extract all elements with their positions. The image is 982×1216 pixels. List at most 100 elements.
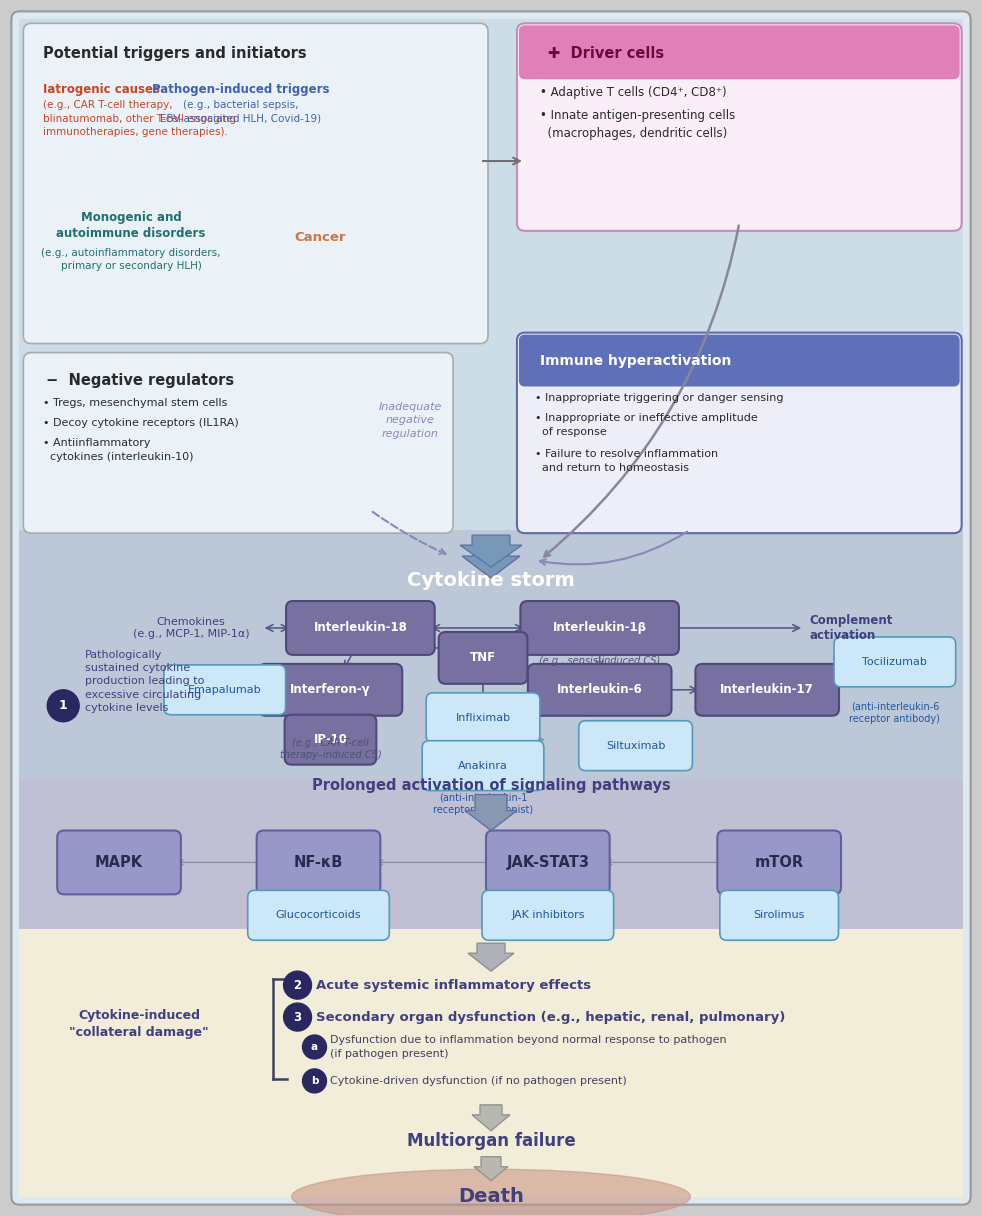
FancyBboxPatch shape xyxy=(718,831,841,894)
Text: Tocilizumab: Tocilizumab xyxy=(862,657,927,666)
Text: TNF: TNF xyxy=(470,652,496,664)
FancyArrow shape xyxy=(468,944,514,972)
Text: −  Negative regulators: − Negative regulators xyxy=(46,372,235,388)
FancyArrow shape xyxy=(461,535,521,567)
Text: • Failure to resolve inflammation
  and return to homeostasis: • Failure to resolve inflammation and re… xyxy=(535,450,718,473)
FancyBboxPatch shape xyxy=(517,23,961,231)
Circle shape xyxy=(284,1003,311,1031)
FancyBboxPatch shape xyxy=(57,831,181,894)
Text: • Tregs, mesenchymal stem cells: • Tregs, mesenchymal stem cells xyxy=(43,399,228,409)
FancyArrow shape xyxy=(465,794,517,831)
FancyBboxPatch shape xyxy=(482,890,614,940)
Text: JAK-STAT3: JAK-STAT3 xyxy=(507,855,589,869)
Text: Cancer: Cancer xyxy=(295,231,347,244)
Text: Interleukin-17: Interleukin-17 xyxy=(721,683,814,697)
Text: (e.g., bacterial sepsis,
EBV-associated HLH, Covid-19): (e.g., bacterial sepsis, EBV-associated … xyxy=(160,100,321,124)
Text: NF-κB: NF-κB xyxy=(294,855,343,869)
Text: Glucocorticoids: Glucocorticoids xyxy=(276,911,361,921)
FancyBboxPatch shape xyxy=(517,333,961,533)
Circle shape xyxy=(302,1035,326,1059)
Text: Interleukin-18: Interleukin-18 xyxy=(313,621,408,635)
Ellipse shape xyxy=(292,1170,690,1216)
Text: Secondary organ dysfunction (e.g., hepatic, renal, pulmonary): Secondary organ dysfunction (e.g., hepat… xyxy=(316,1010,786,1024)
FancyBboxPatch shape xyxy=(520,601,679,655)
Text: Pathologically
sustained cytokine
production leading to
excessive circulating
cy: Pathologically sustained cytokine produc… xyxy=(85,649,204,713)
Text: Complement
activation: Complement activation xyxy=(809,614,893,642)
FancyBboxPatch shape xyxy=(528,664,672,716)
Text: Inadequate
negative
regulation: Inadequate negative regulation xyxy=(378,402,442,439)
Circle shape xyxy=(302,1069,326,1093)
Text: MAPK: MAPK xyxy=(95,855,143,869)
Text: (anti-interleukin-6
receptor antibody): (anti-interleukin-6 receptor antibody) xyxy=(849,702,941,725)
Text: Emapalumab: Emapalumab xyxy=(188,685,261,694)
FancyBboxPatch shape xyxy=(834,637,955,687)
Text: • Inappropriate or ineffective amplitude
  of response: • Inappropriate or ineffective amplitude… xyxy=(535,413,758,437)
FancyBboxPatch shape xyxy=(285,715,376,765)
Text: 1: 1 xyxy=(59,699,68,713)
FancyBboxPatch shape xyxy=(20,929,962,1197)
Text: (e.g., sepsis-induced CS): (e.g., sepsis-induced CS) xyxy=(539,655,660,666)
Text: • Decoy cytokine receptors (IL1RA): • Decoy cytokine receptors (IL1RA) xyxy=(43,418,239,428)
Text: • Adaptive T cells (CD4⁺, CD8⁺): • Adaptive T cells (CD4⁺, CD8⁺) xyxy=(540,86,727,100)
Text: 3: 3 xyxy=(294,1010,301,1024)
Text: b: b xyxy=(310,1076,318,1086)
Text: (e.g., CAR T-cell
therapy–induced CS): (e.g., CAR T-cell therapy–induced CS) xyxy=(280,738,381,760)
Text: Cytokine-induced
"collateral damage": Cytokine-induced "collateral damage" xyxy=(69,1009,209,1040)
Text: Cytokine-driven dysfunction (if no pathogen present): Cytokine-driven dysfunction (if no patho… xyxy=(331,1076,627,1086)
Text: Infliximab: Infliximab xyxy=(456,713,511,722)
Text: IP-10: IP-10 xyxy=(313,733,348,747)
FancyBboxPatch shape xyxy=(486,831,610,894)
FancyArrow shape xyxy=(474,1156,508,1181)
FancyBboxPatch shape xyxy=(518,26,959,79)
FancyBboxPatch shape xyxy=(256,831,380,894)
Text: 2: 2 xyxy=(294,979,301,991)
Text: ✚  Driver cells: ✚ Driver cells xyxy=(548,46,664,61)
Text: (e.g., autoinflammatory disorders,
primary or secondary HLH): (e.g., autoinflammatory disorders, prima… xyxy=(41,248,221,271)
Text: Potential triggers and initiators: Potential triggers and initiators xyxy=(43,46,307,61)
Text: Acute systemic inflammatory effects: Acute systemic inflammatory effects xyxy=(316,979,591,991)
Text: • Inappropriate triggering or danger sensing: • Inappropriate triggering or danger sen… xyxy=(535,394,784,404)
Text: Death: Death xyxy=(458,1187,524,1206)
Text: Chemokines
(e.g., MCP-1, MIP-1α): Chemokines (e.g., MCP-1, MIP-1α) xyxy=(133,618,249,638)
Text: Immune hyperactivation: Immune hyperactivation xyxy=(540,354,732,367)
FancyBboxPatch shape xyxy=(426,693,540,743)
FancyBboxPatch shape xyxy=(422,741,544,790)
Text: Interferon-γ: Interferon-γ xyxy=(291,683,371,697)
Text: a: a xyxy=(311,1042,318,1052)
FancyBboxPatch shape xyxy=(24,353,453,533)
FancyBboxPatch shape xyxy=(439,632,527,683)
Text: (e.g., CAR T-cell therapy,
blinatumomab, other T-cell engaging
immunotherapies, : (e.g., CAR T-cell therapy, blinatumomab,… xyxy=(43,100,237,137)
Text: Anakinra: Anakinra xyxy=(458,761,508,771)
Text: JAK inhibitors: JAK inhibitors xyxy=(511,911,584,921)
FancyBboxPatch shape xyxy=(164,665,286,715)
Text: Dysfunction due to inflammation beyond normal response to pathogen
(if pathogen : Dysfunction due to inflammation beyond n… xyxy=(331,1035,727,1059)
Text: mTOR: mTOR xyxy=(754,855,803,869)
FancyBboxPatch shape xyxy=(20,19,962,530)
FancyArrow shape xyxy=(463,540,519,578)
Text: Monogenic and
autoimmune disorders: Monogenic and autoimmune disorders xyxy=(56,210,205,240)
Text: Pathogen-induced triggers: Pathogen-induced triggers xyxy=(152,83,329,96)
Circle shape xyxy=(47,689,80,722)
FancyBboxPatch shape xyxy=(518,334,959,387)
Text: Multiorgan failure: Multiorgan failure xyxy=(407,1132,575,1150)
Text: • Antiinflammatory
  cytokines (interleukin-10): • Antiinflammatory cytokines (interleuki… xyxy=(43,439,193,462)
FancyBboxPatch shape xyxy=(20,779,962,929)
Text: Cytokine storm: Cytokine storm xyxy=(408,570,574,590)
FancyBboxPatch shape xyxy=(286,601,435,655)
Text: • Innate antigen-presenting cells
  (macrophages, dendritic cells): • Innate antigen-presenting cells (macro… xyxy=(540,109,736,140)
FancyBboxPatch shape xyxy=(12,11,970,1205)
FancyBboxPatch shape xyxy=(720,890,839,940)
Circle shape xyxy=(284,972,311,1000)
Text: Interleukin-6: Interleukin-6 xyxy=(557,683,642,697)
Text: Iatrogenic causes: Iatrogenic causes xyxy=(43,83,160,96)
FancyBboxPatch shape xyxy=(258,664,403,716)
FancyBboxPatch shape xyxy=(20,530,962,779)
Text: Sirolimus: Sirolimus xyxy=(753,911,805,921)
Text: (anti-interleukin-1
receptor antagonist): (anti-interleukin-1 receptor antagonist) xyxy=(433,793,533,815)
Text: Siltuximab: Siltuximab xyxy=(606,741,665,750)
FancyBboxPatch shape xyxy=(24,23,488,344)
Text: Interleukin-1β: Interleukin-1β xyxy=(553,621,647,635)
FancyBboxPatch shape xyxy=(247,890,389,940)
FancyBboxPatch shape xyxy=(695,664,839,716)
FancyArrow shape xyxy=(472,1105,510,1131)
